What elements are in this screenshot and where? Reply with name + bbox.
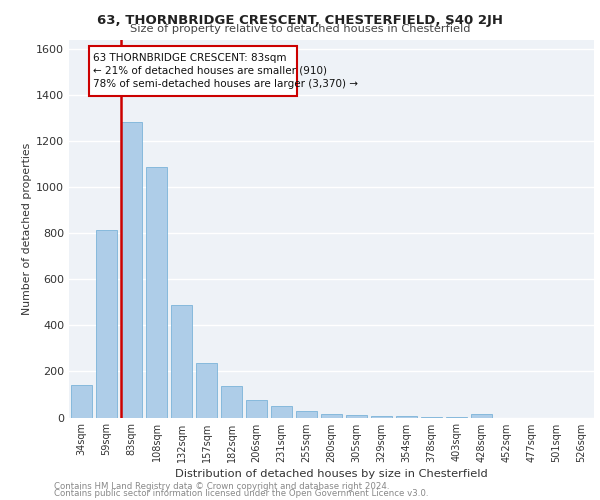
Text: Size of property relative to detached houses in Chesterfield: Size of property relative to detached ho… (130, 24, 470, 34)
Bar (71, 386, 92, 418)
Bar (246, 400, 267, 417)
Y-axis label: Number of detached properties: Number of detached properties (22, 142, 32, 315)
Text: 63, THORNBRIDGE CRESCENT, CHESTERFIELD, S40 2JH: 63, THORNBRIDGE CRESCENT, CHESTERFIELD, … (97, 14, 503, 27)
Bar (121, 122, 142, 418)
Bar (371, 416, 392, 418)
Bar (296, 411, 317, 418)
Bar (171, 304, 192, 418)
Bar (421, 417, 442, 418)
Text: Contains HM Land Registry data © Crown copyright and database right 2024.: Contains HM Land Registry data © Crown c… (54, 482, 389, 491)
Bar (89, 46, 296, 96)
X-axis label: Distribution of detached houses by size in Chesterfield: Distribution of detached houses by size … (175, 469, 488, 479)
Bar (271, 406, 292, 418)
Bar (396, 416, 417, 418)
Bar (196, 364, 217, 418)
Bar (471, 414, 492, 418)
Text: Contains public sector information licensed under the Open Government Licence v3: Contains public sector information licen… (54, 489, 428, 498)
Text: 63 THORNBRIDGE CRESCENT: 83sqm
← 21% of detached houses are smaller (910)
78% of: 63 THORNBRIDGE CRESCENT: 83sqm ← 21% of … (93, 52, 358, 89)
Bar (221, 386, 242, 418)
Bar (346, 415, 367, 418)
Bar (321, 414, 342, 418)
Bar (96, 230, 117, 418)
Bar (146, 166, 167, 418)
